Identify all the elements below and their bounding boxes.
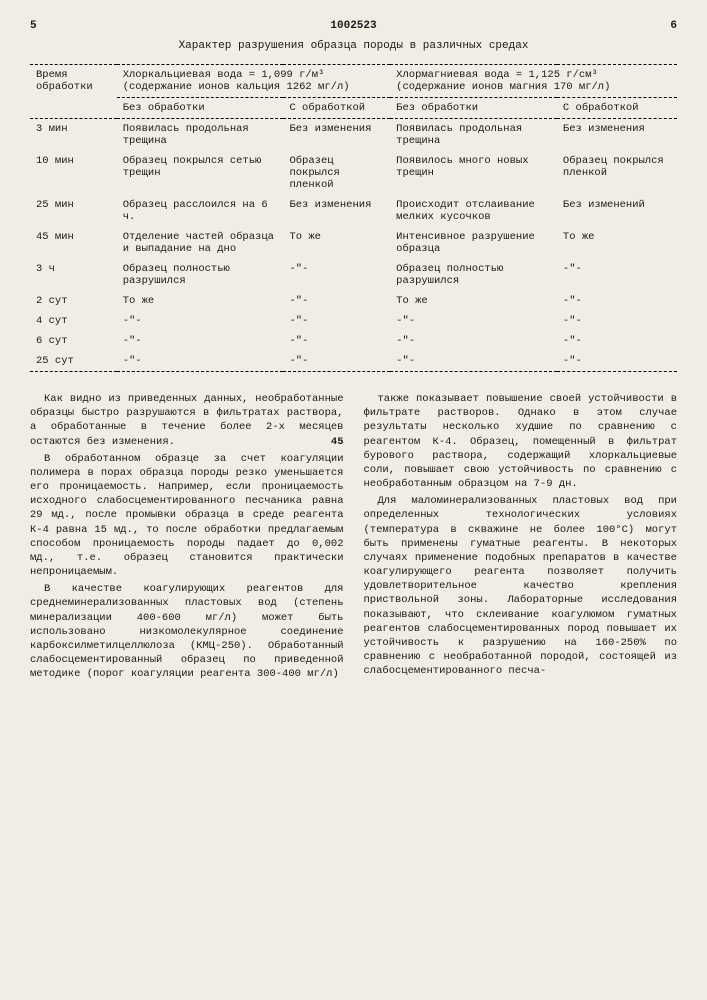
para: также показывает повышение своей устойчи…	[364, 392, 678, 491]
table-cell: Появилась продольная трещина	[117, 119, 284, 152]
table-cell: Образец полностью разрушился	[117, 259, 284, 291]
table-cell: -"-	[557, 311, 677, 331]
table-cell: -"-	[117, 331, 284, 351]
table-cell: 10 мин	[30, 151, 117, 195]
data-table: Время обработки Хлоркальциевая вода = 1,…	[30, 64, 677, 372]
table-cell: Без изменения	[557, 119, 677, 152]
body-text: Как видно из приведенных данных, необраб…	[30, 392, 677, 684]
table-cell: 3 ч	[30, 259, 117, 291]
table-body: 3 минПоявилась продольная трещинаБез изм…	[30, 119, 677, 372]
table-cell: Без изменения	[283, 119, 390, 152]
table-cell: Появилась продольная трещина	[390, 119, 557, 152]
table-cell: -"-	[390, 311, 557, 331]
lineno: 45	[317, 435, 344, 449]
table-cell: 6 сут	[30, 331, 117, 351]
table-cell: То же	[557, 227, 677, 259]
table-cell: Отделение частей образца и выпадание на …	[117, 227, 284, 259]
table-cell: Без изменений	[557, 195, 677, 227]
group2-header: Хлормагниевая вода = 1,125 г/см³ (содерж…	[390, 65, 677, 98]
table-cell: Образец покрылся сетью трещин	[117, 151, 284, 195]
table-cell: -"-	[390, 331, 557, 351]
table-cell: -"-	[557, 351, 677, 372]
table-cell: Образец покрылся пленкой	[283, 151, 390, 195]
table-cell: Образец расслоился на 6 ч.	[117, 195, 284, 227]
table-title: Характер разрушения образца породы в раз…	[30, 40, 677, 52]
sub-d: С обработкой	[557, 98, 677, 119]
table-cell: 25 мин	[30, 195, 117, 227]
table-cell: То же	[117, 291, 284, 311]
table-cell: 2 сут	[30, 291, 117, 311]
table-cell: Образец полностью разрушился	[390, 259, 557, 291]
table-cell: Без изменения	[283, 195, 390, 227]
para: В обработанном образце за счет коагуляци…	[30, 452, 344, 580]
table-cell: 4 сут	[30, 311, 117, 331]
table-cell: Интенсивное разрушение образца	[390, 227, 557, 259]
table-cell: То же	[283, 227, 390, 259]
page-num-right: 6	[670, 20, 677, 32]
table-cell: 3 мин	[30, 119, 117, 152]
table-cell: Происходит отслаивание мелких кусочков	[390, 195, 557, 227]
doc-number: 1002523	[330, 20, 376, 32]
table-cell: -"-	[283, 291, 390, 311]
table-cell: -"-	[557, 331, 677, 351]
left-column: Как видно из приведенных данных, необраб…	[30, 392, 344, 684]
table-cell: 45 мин	[30, 227, 117, 259]
table-cell: -"-	[283, 259, 390, 291]
group1-header: Хлоркальциевая вода = 1,099 г/м³ (содерж…	[117, 65, 390, 98]
table-cell: -"-	[283, 331, 390, 351]
page-num-left: 5	[30, 20, 37, 32]
table-cell: -"-	[557, 259, 677, 291]
para: В качестве коагулирующих реагентов для с…	[30, 582, 344, 681]
sub-a: Без обработки	[117, 98, 284, 119]
table-cell: То же	[390, 291, 557, 311]
col-header-time: Время обработки	[30, 65, 117, 119]
page-header: 5 1002523 6	[30, 20, 677, 32]
sub-b: С обработкой	[283, 98, 390, 119]
table-cell: -"-	[390, 351, 557, 372]
table-cell: -"-	[283, 311, 390, 331]
table-cell: Появилось много новых трещин	[390, 151, 557, 195]
table-cell: -"-	[117, 351, 284, 372]
table-cell: -"-	[557, 291, 677, 311]
table-cell: -"-	[117, 311, 284, 331]
table-cell: 25 сут	[30, 351, 117, 372]
para: Для маломинерализованных пластовых вод п…	[364, 494, 678, 678]
table-cell: Образец покрылся пленкой	[557, 151, 677, 195]
right-column: также показывает повышение своей устойчи…	[364, 392, 678, 684]
para: Как видно из приведенных данных, необраб…	[30, 392, 344, 449]
table-cell: -"-	[283, 351, 390, 372]
sub-c: Без обработки	[390, 98, 557, 119]
